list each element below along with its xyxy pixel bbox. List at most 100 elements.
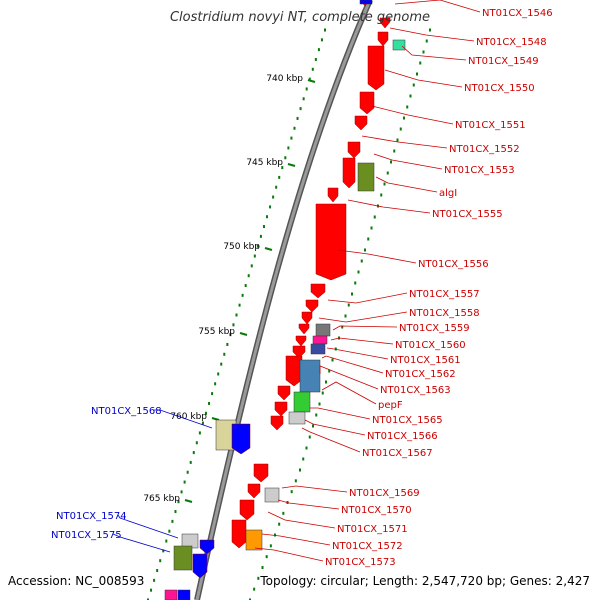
gene-arrow-red [270, 415, 284, 431]
label-leader-line [153, 409, 213, 429]
label-leader-line [304, 419, 366, 436]
ruler-tick [211, 417, 220, 421]
gene-label-nt01cx_1561: NT01CX_1561 [390, 355, 461, 366]
ruler-dot [290, 136, 293, 140]
inner-ring-dot [261, 566, 264, 569]
ruler-dot [241, 293, 244, 297]
map-title: Clostridium novyi NT, complete genome [169, 10, 431, 25]
ruler-tick-label: 740 kbp [266, 74, 303, 84]
gene-arrow-red [285, 355, 303, 387]
ruler-dot [299, 107, 302, 111]
ruler-dot [235, 313, 238, 317]
inner-ring-dot [325, 380, 327, 384]
ruler-dot [278, 175, 281, 179]
ruler-tick [239, 332, 248, 336]
ruler-dot [211, 392, 214, 396]
ruler-dot [287, 146, 290, 150]
gene-block-orange [245, 529, 263, 551]
gene-label-nt01cx_1570: NT01CX_1570 [341, 505, 412, 516]
gene-label-nt01cx_1552: NT01CX_1552 [449, 144, 520, 155]
gene-arrow-red [315, 203, 347, 281]
ruler-dot [253, 254, 256, 258]
ruler-dot [226, 342, 229, 346]
gene-arrow-red [310, 283, 326, 299]
label-leader-line [267, 511, 336, 529]
inner-ring-dot [294, 479, 297, 483]
ruler-dot [162, 549, 165, 553]
ruler-dot [317, 48, 320, 52]
ruler-dot [314, 57, 317, 61]
ruler-dot [296, 116, 299, 120]
gene-arrow-red [231, 519, 247, 549]
inner-ring-dot [351, 292, 353, 296]
inner-ring-dot [299, 468, 301, 472]
inner-ring-dot [412, 83, 415, 87]
gene-label-nt01cx_1563: NT01CX_1563 [380, 385, 451, 396]
ruler-dot [220, 362, 223, 366]
label-leader-line [254, 547, 324, 562]
gene-arrow-red [305, 299, 319, 313]
gene-arrow-red [292, 345, 306, 359]
gene-arrow-red [301, 311, 313, 325]
gene-label-nt01cx_1572: NT01CX_1572 [332, 541, 403, 552]
label-leader-line [394, 0, 481, 13]
gene-label-nt01cx_1566: NT01CX_1566 [367, 431, 438, 442]
gene-block-navy [310, 343, 326, 355]
label-leader-line [371, 105, 454, 125]
gene-arrow-red [359, 91, 375, 115]
gene-block-gray [315, 323, 331, 337]
ruler-dot [324, 28, 326, 32]
label-leader-line [301, 427, 361, 453]
ruler-tick [307, 79, 316, 83]
label-leader-line [117, 514, 179, 539]
inner-ring-dot [321, 391, 324, 395]
ruler-tick-label: 745 kbp [246, 158, 283, 168]
ruler-tick-label: 755 kbp [198, 327, 235, 337]
gene-arrow-red [354, 115, 368, 131]
ruler-dot [153, 578, 156, 582]
ruler-dot [269, 205, 272, 209]
inner-ring-dot [253, 587, 256, 591]
inner-ring-dot [416, 72, 418, 76]
gene-label-nt01cx_1551: NT01CX_1551 [455, 120, 526, 131]
gene-block-olive [173, 545, 193, 571]
ruler-dot [308, 77, 311, 81]
inner-ring-dot [265, 555, 268, 559]
label-leader-line [326, 347, 389, 360]
gene-arrow-red [327, 187, 339, 203]
inner-ring-dot [380, 193, 383, 197]
label-leader-line [361, 135, 448, 149]
gene-arrow-red [239, 499, 255, 521]
label-leader-line [330, 337, 394, 345]
gene-block-blue [359, 0, 373, 5]
ruler-dot [214, 382, 217, 386]
ruler-dot [186, 470, 189, 474]
inner-ring-dot [406, 105, 409, 109]
ruler-tick [184, 499, 193, 503]
ruler-dot [208, 401, 211, 405]
inner-ring-dot [269, 544, 272, 548]
gene-arrow-red [277, 385, 291, 401]
ruler-tick-label: 765 kbp [143, 494, 180, 504]
inner-ring-dot [425, 39, 428, 43]
gene-label-nt01cx_1569: NT01CX_1569 [349, 488, 420, 499]
ruler-dot [272, 195, 275, 199]
gene-label-algi: algI [439, 188, 457, 199]
inner-ring-dot [347, 303, 350, 307]
label-leader-line [261, 533, 331, 546]
gene-arrow-red [298, 323, 310, 335]
ruler-dot [293, 126, 296, 130]
inner-ring-dot [403, 116, 405, 120]
gene-label-nt01cx_1546: NT01CX_1546 [482, 8, 553, 19]
label-leader-line [112, 533, 171, 553]
gene-block-lightgray [264, 487, 280, 503]
gene-block-magenta [164, 589, 178, 601]
label-leader-line [384, 69, 463, 88]
inner-ring-dot [386, 171, 389, 175]
label-leader-line [318, 311, 408, 323]
ruler-dot [247, 274, 250, 278]
label-leader-line [373, 153, 443, 170]
inner-ring-dot [282, 511, 285, 515]
gene-label-nt01cx_1560: NT01CX_1560 [395, 340, 466, 351]
